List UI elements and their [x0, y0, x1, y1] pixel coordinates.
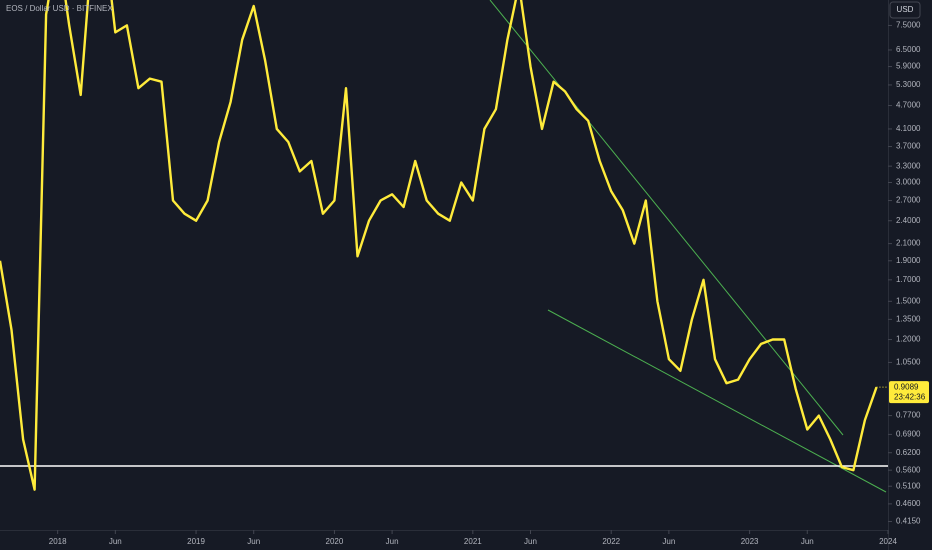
x-tick-label: Jun — [386, 537, 399, 546]
x-tick-label: Jun — [247, 537, 260, 546]
y-tick-label: 2.4000 — [896, 216, 921, 225]
last-price-box — [889, 381, 929, 404]
y-tick-label: 0.5100 — [896, 481, 921, 490]
x-tick-label: 2022 — [602, 537, 620, 546]
y-tick-label: 0.6900 — [896, 430, 921, 439]
x-tick-label: Jun — [662, 537, 675, 546]
y-tick-label: 0.5600 — [896, 465, 921, 474]
price-line — [0, 0, 878, 491]
x-tick-label: 2024 — [879, 537, 897, 546]
x-tick-label: 2020 — [326, 537, 344, 546]
y-tick-label: 1.3500 — [896, 314, 921, 323]
y-tick-label: 5.3000 — [896, 80, 921, 89]
y-tick-label: 4.7000 — [896, 101, 921, 110]
y-tick-label: 6.5000 — [896, 45, 921, 54]
trend-line — [489, 0, 844, 436]
drawings — [0, 0, 888, 493]
chart-title: EOS / Dollar USD · BITFINEX — [6, 4, 113, 13]
currency-box[interactable] — [889, 1, 921, 19]
y-tick-label: 3.0000 — [896, 178, 921, 187]
last-price-label: 0.9089 — [894, 382, 919, 391]
y-tick-label: 2.7000 — [896, 196, 921, 205]
y-tick-label: 1.0500 — [896, 358, 921, 367]
y-tick-label: 1.2000 — [896, 335, 921, 344]
y-tick-label: 2.1000 — [896, 239, 921, 248]
x-tick-label: Jun — [801, 537, 814, 546]
currency-label[interactable]: USD — [897, 5, 914, 14]
y-tick-label: 4.1000 — [896, 124, 921, 133]
x-tick-label: 2018 — [49, 537, 67, 546]
x-tick-label: 2019 — [187, 537, 205, 546]
x-tick-label: Jun — [109, 537, 122, 546]
x-tick-label: Jun — [524, 537, 537, 546]
y-tick-label: 3.3000 — [896, 161, 921, 170]
y-tick-label: 0.7700 — [896, 411, 921, 420]
y-tick-label: 5.9000 — [896, 62, 921, 71]
y-tick-label: 0.6200 — [896, 448, 921, 457]
y-tick-label: 0.4600 — [896, 499, 921, 508]
countdown-label: 23:42:36 — [894, 392, 926, 401]
trend-line — [547, 309, 887, 493]
x-tick-label: 2021 — [464, 537, 482, 546]
series-layer — [0, 0, 878, 491]
y-tick-label: 7.5000 — [896, 21, 921, 30]
y-tick-label: 1.9000 — [896, 256, 921, 265]
y-tick-label: 1.5000 — [896, 296, 921, 305]
y-tick-label: 0.4150 — [896, 517, 921, 526]
x-tick-label: 2023 — [741, 537, 759, 546]
y-tick-label: 1.7000 — [896, 275, 921, 284]
y-tick-label: 3.7000 — [896, 142, 921, 151]
